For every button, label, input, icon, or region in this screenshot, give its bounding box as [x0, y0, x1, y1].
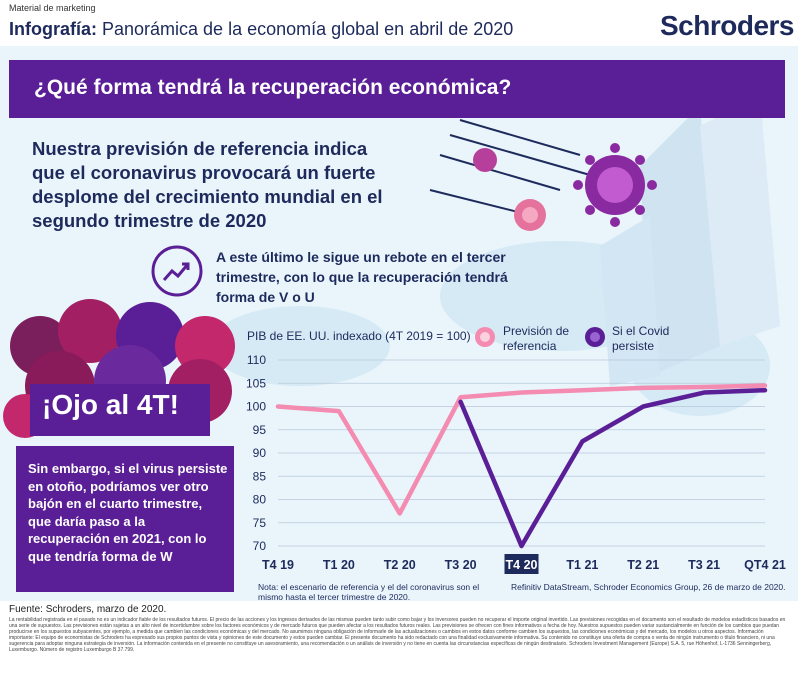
legend-virus-pink-icon: [475, 327, 495, 347]
x-tick-label: T2 21: [627, 558, 659, 572]
warning-text: Sin embargo, si el virus persiste en oto…: [28, 461, 228, 564]
chart-note: Nota: el escenario de referencia y el de…: [258, 582, 480, 602]
y-tick-label: 110: [247, 353, 266, 367]
y-tick-label: 85: [253, 469, 267, 483]
sub-statement: A este último le sigue un rebote en el t…: [216, 249, 508, 305]
y-tick-label: 75: [253, 516, 267, 530]
schroders-logo: Schroders: [660, 10, 795, 41]
legend-virus-purple-icon: [585, 327, 605, 347]
legend-label-covid: Si el Covid persiste: [612, 324, 670, 353]
kicker-text: Material de marketing: [9, 3, 96, 13]
chart-source: Refinitiv DataStream, Schroder Economics…: [511, 582, 786, 592]
header-bar: [0, 0, 798, 46]
virus-illustration: [429, 119, 657, 231]
y-tick-label: 95: [253, 423, 267, 437]
growth-chart-icon: [151, 245, 203, 297]
section-banner: [9, 60, 785, 118]
banner-heading: ¿Qué forma tendrá la recuperación económ…: [34, 76, 512, 99]
warning-panel: [16, 446, 234, 592]
footer-source: Fuente: Schroders, marzo de 2020.: [9, 604, 167, 615]
y-tick-label: 105: [246, 376, 266, 390]
y-tick-label: 70: [253, 539, 267, 553]
chart-title: PIB de EE. UU. indexado (4T 2019 = 100): [247, 329, 471, 343]
background-panel: [0, 46, 798, 601]
x-tick-label: T1 21: [566, 558, 598, 572]
series-line-0: [275, 383, 768, 516]
title-rest: Panorámica de la economía global en abri…: [97, 19, 514, 39]
page-title: Infografía: Panorámica de la economía gl…: [9, 19, 513, 40]
y-tick-label: 90: [253, 446, 267, 460]
legend-label-baseline: Previsión de referencia: [503, 324, 570, 353]
x-tick-label: T1 20: [323, 558, 355, 572]
y-tick-label: 100: [246, 400, 266, 414]
x-tick-label: QT4 21: [744, 558, 786, 572]
ojo-callout: [30, 384, 210, 436]
virus-small-icon: [473, 148, 546, 231]
x-tick-label: T4 20: [506, 558, 538, 572]
virus-large-icon: [573, 143, 657, 227]
y-tick-label: 80: [253, 493, 267, 507]
x-tick-label: T3 20: [445, 558, 477, 572]
x-tick-label: T4 19: [262, 558, 294, 572]
lead-statement: Nuestra previsión de referencia indica q…: [32, 138, 383, 231]
ojo-heading: ¡Ojo al 4T!: [42, 389, 179, 420]
disclaimer-text: La rentabilidad registrada en el pasado …: [9, 617, 786, 653]
series-line-1: [458, 387, 768, 549]
x-tick-label: T2 20: [384, 558, 416, 572]
x-highlight-box: [504, 554, 539, 574]
title-bold: Infografía:: [9, 19, 97, 39]
x-tick-label: T3 21: [688, 558, 720, 572]
